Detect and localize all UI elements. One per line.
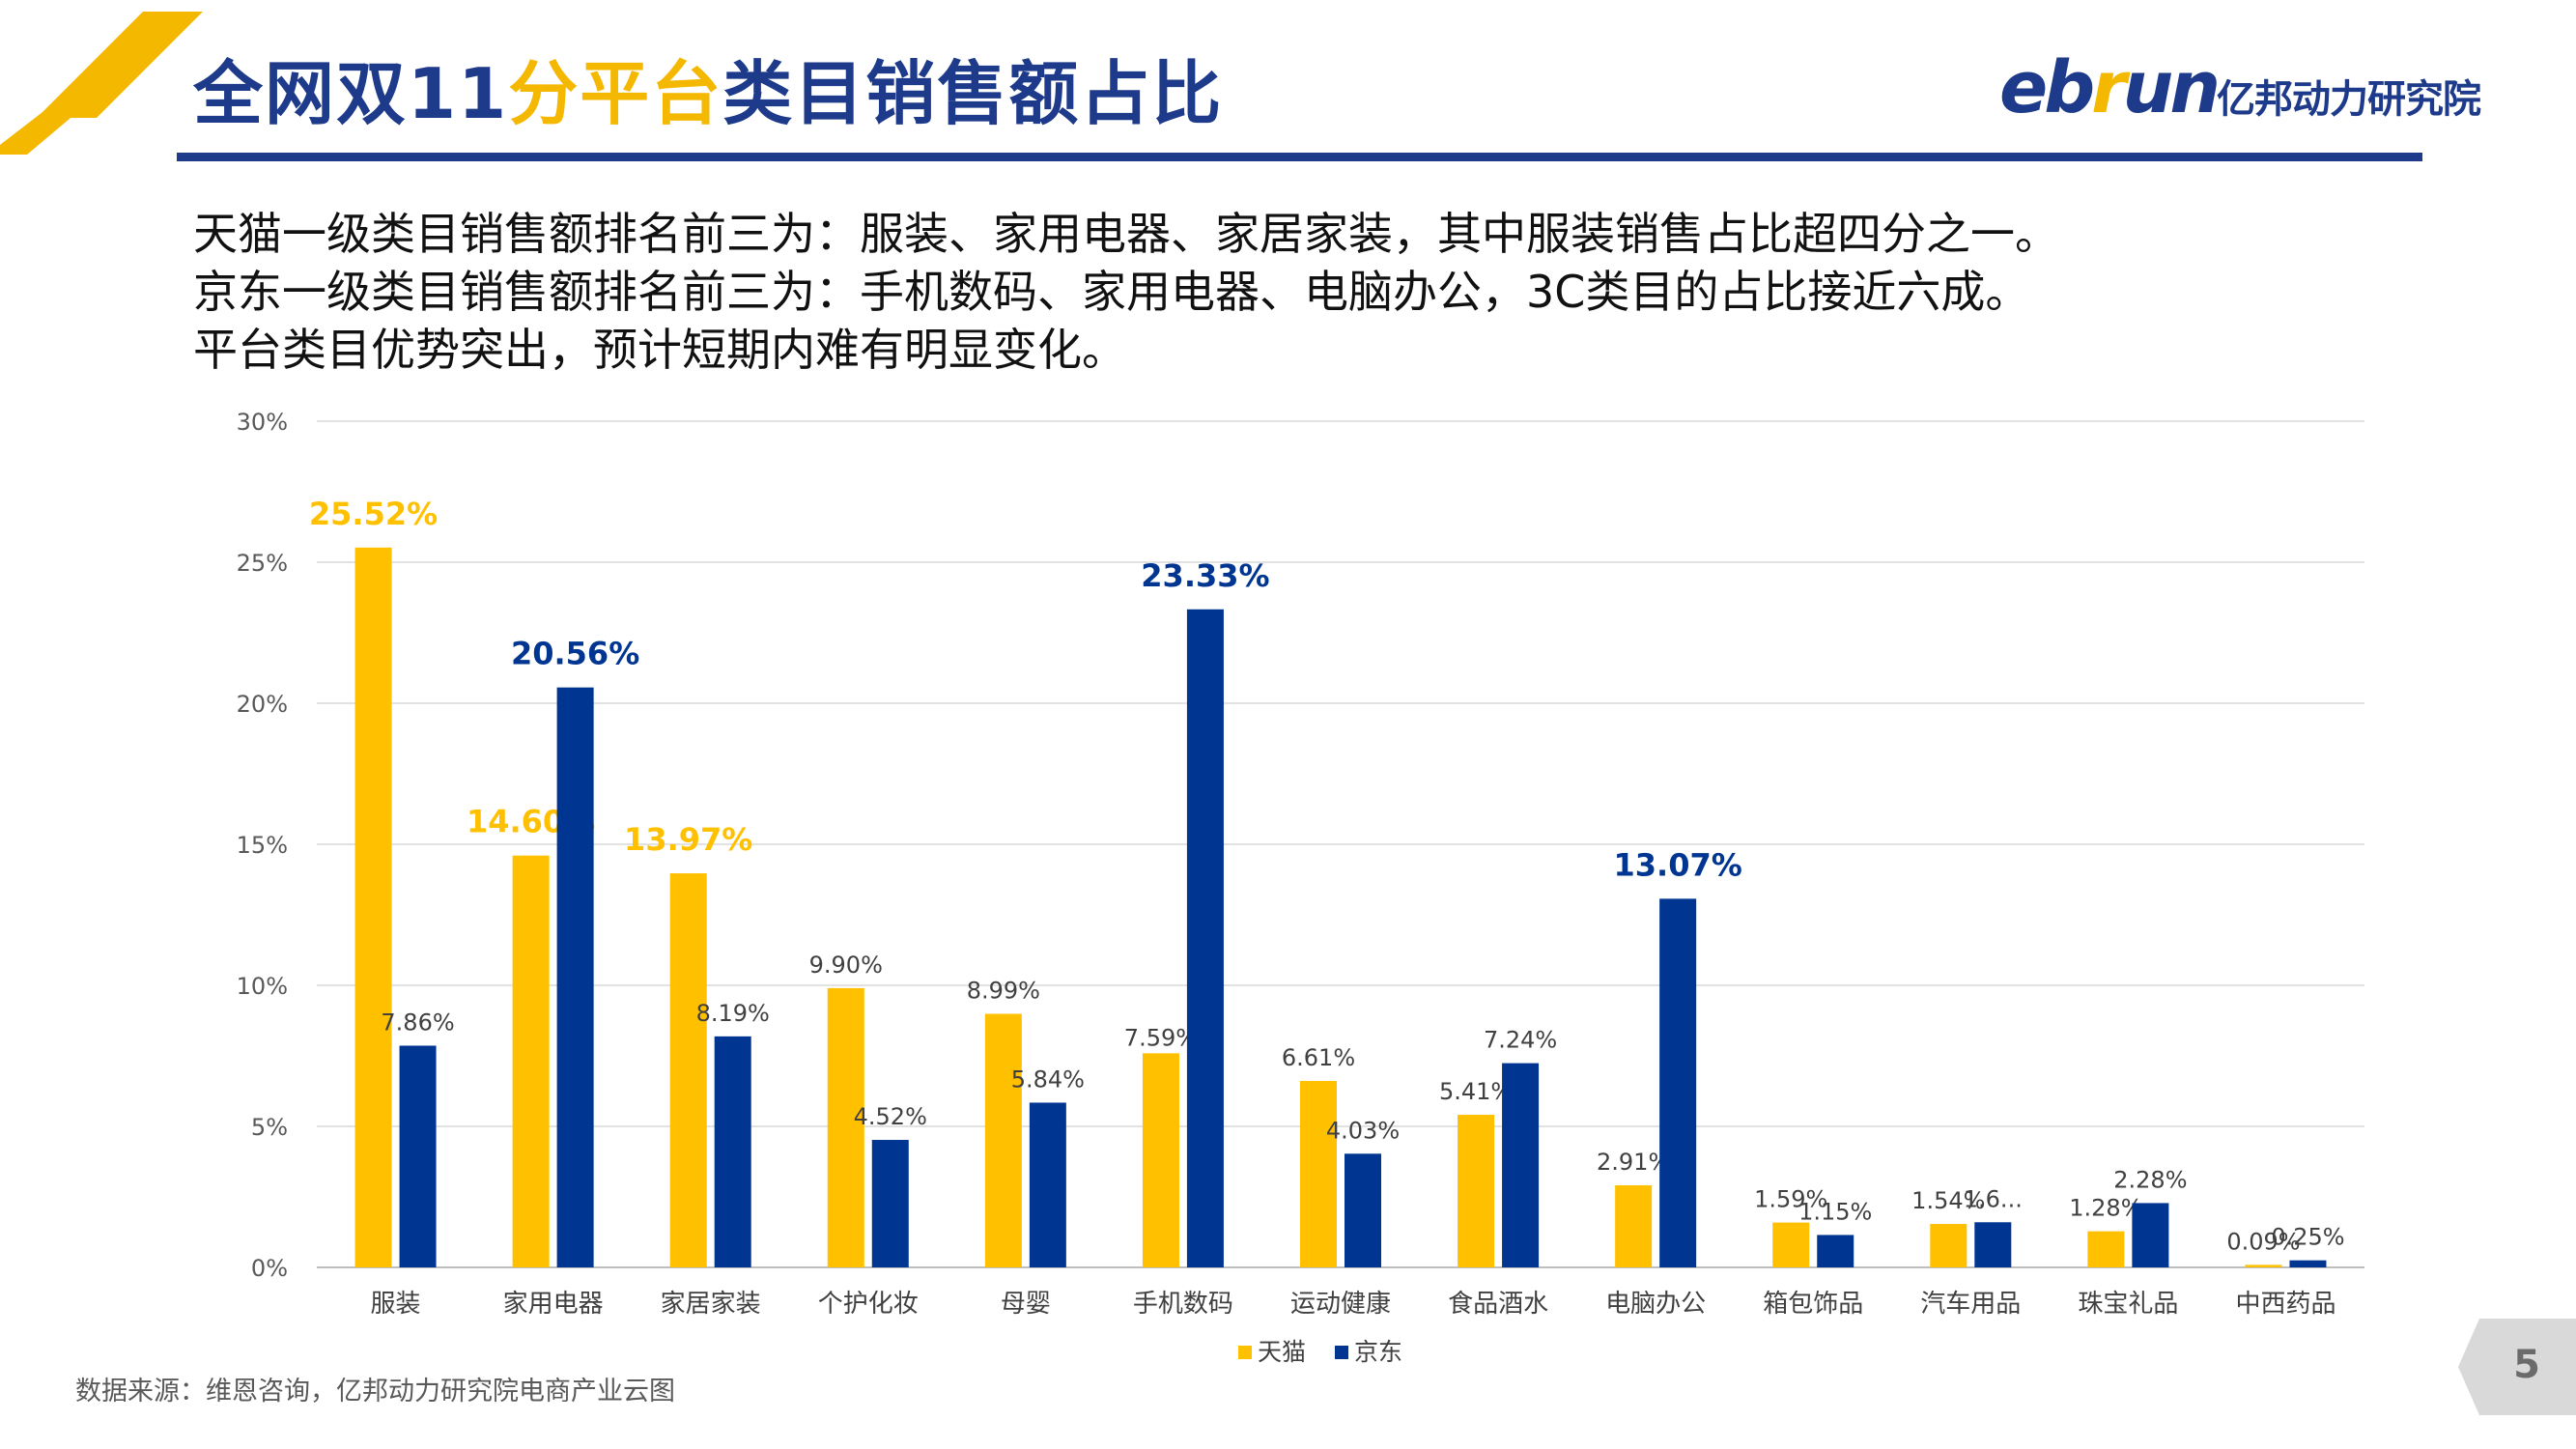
x-category-label: 珠宝礼品 — [2078, 1290, 2178, 1319]
title-part-2: 类目销售额占比 — [722, 53, 1224, 134]
x-category-label: 母婴 — [1001, 1290, 1051, 1319]
y-tick-label: 20% — [237, 691, 288, 718]
jd-data-label: 4.52% — [854, 1103, 927, 1130]
y-tick-label: 5% — [251, 1114, 288, 1141]
jd-bar — [1502, 1063, 1540, 1267]
jd-bar — [871, 1140, 909, 1267]
jd-data-label: 2.28% — [2113, 1166, 2187, 1193]
x-category-label: 个护化妆 — [818, 1290, 919, 1319]
brand-logo: ebrun亿邦动力研究院 — [1999, 46, 2481, 129]
legend-swatch-tmall — [1238, 1346, 1252, 1359]
y-tick-label: 30% — [237, 409, 288, 436]
tmall-data-label: 25.52% — [309, 496, 438, 532]
y-tick-label: 15% — [237, 832, 288, 859]
x-category-label: 电脑办公 — [1605, 1290, 1706, 1319]
brand-subtitle: 亿邦动力研究院 — [2217, 77, 2481, 122]
jd-bar — [399, 1045, 437, 1267]
tmall-bar — [827, 987, 864, 1267]
tmall-data-label: 13.97% — [624, 821, 752, 858]
tmall-bar — [354, 547, 392, 1267]
tmall-data-label: 2.91% — [1597, 1149, 1670, 1176]
jd-data-label: 20.56% — [511, 636, 639, 672]
jd-data-label: 23.33% — [1141, 557, 1269, 594]
jd-bar — [2132, 1203, 2169, 1267]
tmall-data-label: 7.59% — [1124, 1024, 1198, 1051]
brand-wordmark-r: r — [2091, 46, 2126, 129]
title-divider — [177, 153, 2422, 161]
jd-bar — [1345, 1153, 1381, 1267]
page-number: 5 — [2513, 1343, 2540, 1387]
tmall-bar — [2245, 1264, 2282, 1267]
jd-data-label: 5.84% — [1011, 1065, 1085, 1093]
y-tick-label: 0% — [251, 1255, 288, 1282]
summary-line-2: 京东一级类目销售额排名前三为：手机数码、家用电器、电脑办公，3C类目的占比接近六… — [193, 266, 2030, 318]
jd-bar — [2289, 1260, 2327, 1267]
tmall-bar — [512, 855, 550, 1267]
brand-wordmark-e: eb — [1999, 46, 2095, 129]
tmall-bar — [1300, 1080, 1337, 1267]
y-tick-label: 25% — [237, 550, 288, 577]
tmall-bar — [2087, 1231, 2125, 1267]
brand-wordmark-u: un — [2122, 46, 2221, 129]
summary-line-3: 平台类目优势突出，预计短期内难有明显变化。 — [193, 324, 1126, 376]
tmall-data-label: 6.61% — [1282, 1044, 1355, 1071]
tmall-data-label: 9.90% — [809, 952, 883, 979]
legend-label-tmall: 天猫 — [1258, 1338, 1306, 1366]
x-category-label: 食品酒水 — [1448, 1290, 1548, 1319]
tmall-bar — [1142, 1053, 1179, 1267]
tmall-bar — [1615, 1185, 1653, 1267]
jd-bar — [1817, 1235, 1854, 1267]
legend-label-jd: 京东 — [1354, 1338, 1402, 1366]
jd-bar — [1029, 1102, 1066, 1267]
jd-bar — [1974, 1222, 2012, 1267]
jd-data-label: 4.03% — [1326, 1117, 1400, 1144]
tmall-data-label: 8.99% — [967, 977, 1040, 1004]
tmall-data-label: 1.54% — [1911, 1187, 1985, 1214]
x-category-label: 手机数码 — [1133, 1290, 1233, 1319]
jd-data-label: 8.19% — [696, 1000, 770, 1027]
page-title: 全网双11分平台类目销售额占比 — [193, 37, 1223, 138]
legend-swatch-jd — [1335, 1346, 1348, 1359]
tmall-bar — [1772, 1222, 1810, 1267]
title-part-1: 全网双11 — [193, 53, 509, 134]
category-share-bar-chart: 0%5%10%15%20%25%30%25.52%7.86%服装14.60%20… — [237, 409, 2364, 1366]
page-number-badge — [2458, 1319, 2576, 1415]
brand-wordmark: ebrun — [1999, 46, 2221, 129]
jd-data-label: 1.15% — [1798, 1198, 1872, 1225]
jd-data-label: 13.07% — [1614, 846, 1742, 883]
x-category-label: 服装 — [371, 1290, 421, 1319]
jd-bar — [556, 687, 594, 1267]
summary-text: 天猫一级类目销售额排名前三为：服装、家用电器、家居家装，其中服装销售占比超四分之… — [193, 205, 2059, 379]
tmall-data-label: 1.28% — [2069, 1195, 2142, 1222]
x-category-label: 运动健康 — [1290, 1290, 1391, 1319]
jd-bar — [1186, 609, 1224, 1267]
tmall-bar — [1458, 1115, 1495, 1267]
jd-bar — [714, 1036, 751, 1267]
summary-line-1: 天猫一级类目销售额排名前三为：服装、家用电器、家居家装，其中服装销售占比超四分之… — [193, 208, 2059, 260]
title-highlight: 分平台 — [508, 53, 723, 134]
x-category-label: 家用电器 — [503, 1290, 604, 1319]
corner-stripes-decoration — [0, 12, 203, 155]
tmall-data-label: 1.59% — [1754, 1186, 1827, 1213]
x-category-label: 中西药品 — [2235, 1290, 2335, 1319]
tmall-bar — [984, 1013, 1022, 1267]
y-tick-label: 10% — [237, 973, 288, 1000]
x-category-label: 汽车用品 — [1920, 1290, 2021, 1319]
jd-data-label: 7.24% — [1484, 1027, 1557, 1054]
tmall-bar — [1930, 1224, 1967, 1267]
jd-data-label: 1.6... — [1964, 1185, 2023, 1212]
x-category-label: 箱包饰品 — [1763, 1290, 1863, 1319]
jd-data-label: 7.86% — [381, 1009, 454, 1036]
jd-bar — [1659, 898, 1697, 1267]
jd-data-label: 0.25% — [2271, 1224, 2344, 1251]
tmall-bar — [669, 873, 707, 1267]
data-source-note: 数据来源：维恩咨询，亿邦动力研究院电商产业云图 — [75, 1377, 675, 1406]
tmall-data-label: 5.41% — [1439, 1078, 1513, 1105]
tmall-data-label: 0.09% — [2226, 1228, 2300, 1255]
x-category-label: 家居家装 — [661, 1290, 761, 1319]
